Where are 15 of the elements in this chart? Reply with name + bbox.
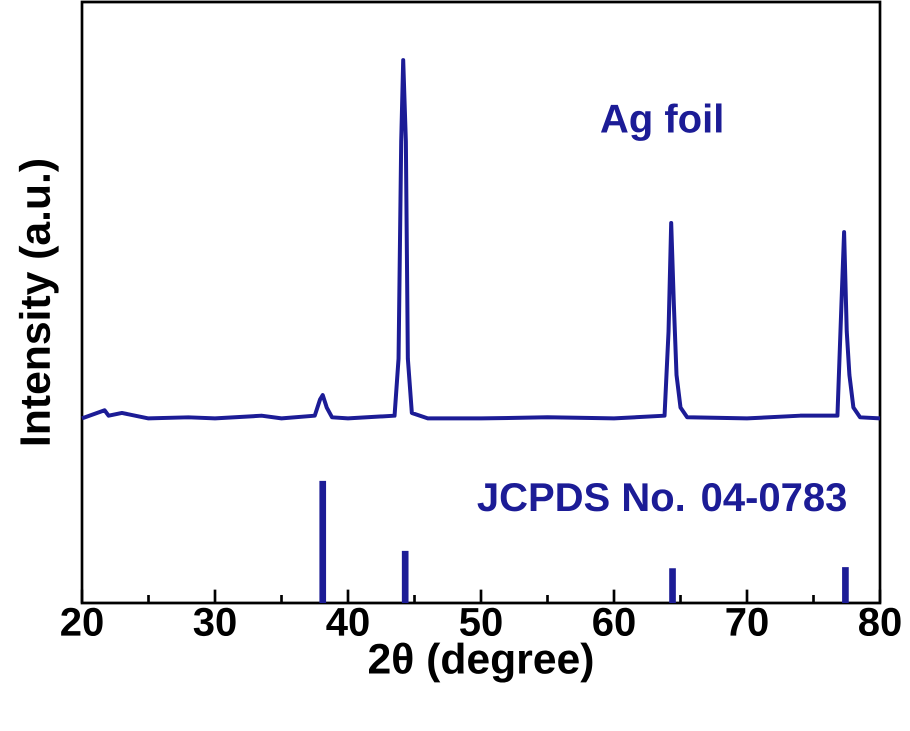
x-tick-label: 80 <box>859 608 901 636</box>
x-tick-label: 70 <box>726 608 768 636</box>
y-axis-title: Intensity (a.u.) <box>18 160 59 444</box>
bar <box>669 568 676 603</box>
text: Ag foil <box>600 103 722 141</box>
bar <box>402 550 409 603</box>
series-label: JCPDS No. 04-0783 <box>477 483 846 512</box>
x-tick-label: 50 <box>460 608 502 636</box>
bar <box>319 480 326 603</box>
x-tick-label: 60 <box>593 608 635 636</box>
x-tick-label: 20 <box>61 608 103 636</box>
x-tick-label: 40 <box>326 608 369 636</box>
x-tick-label: 30 <box>194 608 236 636</box>
x-axis-title: 2θ (degree) <box>369 642 592 683</box>
bar <box>842 567 849 603</box>
